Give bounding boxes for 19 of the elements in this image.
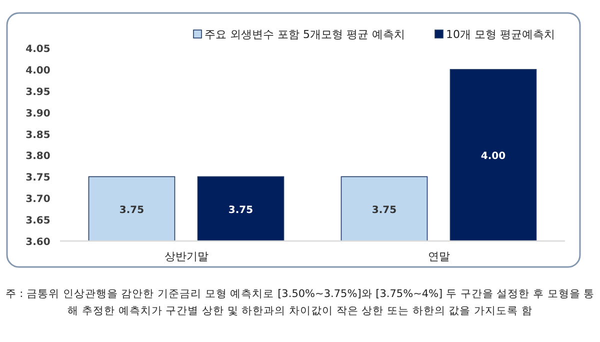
- data-label: 3.75: [228, 204, 254, 216]
- y-tick-label: 3.85: [26, 130, 50, 141]
- y-tick-label: 3.75: [26, 172, 50, 184]
- data-label: 3.75: [119, 204, 144, 216]
- text: 주 : 금통위 인상관행을 감안한 기준금리 모형 예측치로 [3.50%~3.75%]와 [3.75%~4%] 두 구간을 설정한 후 모형을 통해 추정한 예측치가 구간별 상한 및 하한과의 차이값이 작은 상한 또는 하한의 값을 가지도록 함: [4, 287, 596, 319]
- y-tick-label: 3.80: [26, 151, 50, 162]
- y-tick-label: 4.00: [26, 65, 50, 76]
- y-tick-label: 3.60: [26, 237, 50, 248]
- y-tick-label: 3.65: [26, 216, 50, 227]
- x-tick-label: 연말: [428, 250, 450, 263]
- data-label: 3.75: [372, 204, 397, 216]
- y-tick-label: 4.05: [26, 44, 50, 55]
- y-tick-label: 3.90: [26, 108, 50, 120]
- x-tick-label: 상반기말: [164, 250, 208, 263]
- legend-label: 주요 외생변수 포함 5개모형 평균 예측치: [204, 28, 405, 41]
- y-tick-label: 3.70: [26, 194, 50, 206]
- data-label: 4.00: [480, 151, 506, 162]
- y-tick-label: 3.95: [26, 86, 50, 98]
- legend-label: 10개 모형 평균예측치: [446, 28, 555, 41]
